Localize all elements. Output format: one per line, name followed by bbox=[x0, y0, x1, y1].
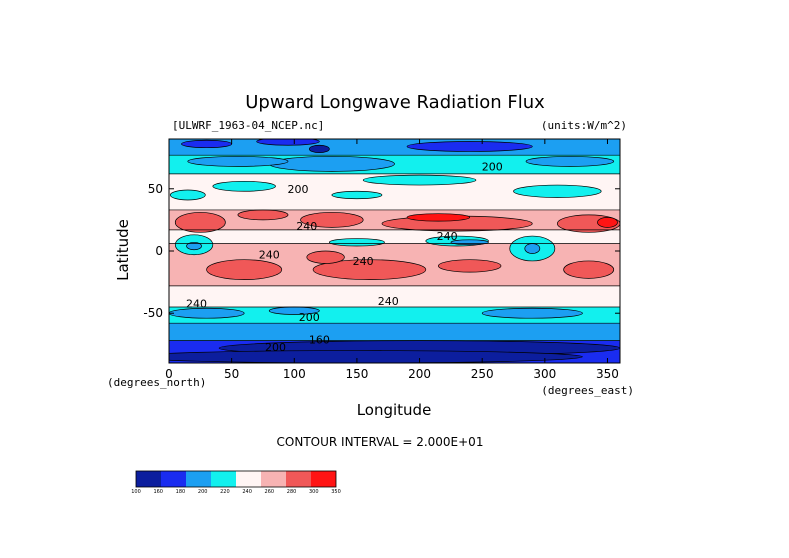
colorbar-tick-label: 300 bbox=[309, 489, 319, 495]
colorbar-swatch bbox=[236, 471, 261, 487]
colorbar-swatch bbox=[286, 471, 311, 487]
band bbox=[169, 229, 620, 244]
contour-region bbox=[306, 250, 345, 264]
colorbar-swatch bbox=[161, 471, 186, 487]
contour-interval: CONTOUR INTERVAL = 2.000E+01 bbox=[277, 435, 484, 449]
contour-region bbox=[169, 307, 245, 319]
contour-region bbox=[312, 259, 427, 280]
contour-region bbox=[206, 259, 283, 280]
contour-label: 240 bbox=[378, 295, 399, 308]
colorbar-swatch bbox=[311, 471, 336, 487]
contour-label: 200 bbox=[299, 311, 320, 324]
colorbar-tick-label: 200 bbox=[198, 489, 208, 495]
colorbar-tick-label: 280 bbox=[287, 489, 297, 495]
band bbox=[169, 139, 620, 156]
contour-region bbox=[212, 180, 276, 192]
contour-region bbox=[362, 174, 477, 186]
contour-region bbox=[237, 209, 289, 221]
x-axis-label: Longitude bbox=[357, 401, 432, 419]
contour-region bbox=[563, 260, 615, 279]
contour-region bbox=[329, 238, 385, 247]
x-tick-label: 300 bbox=[533, 367, 556, 381]
y-tick-label: -50 bbox=[143, 306, 163, 320]
units-label: (units:W/m^2) bbox=[541, 119, 627, 132]
y-axis-label: Latitude bbox=[114, 219, 132, 281]
contour-fill bbox=[169, 139, 620, 363]
contour-region bbox=[181, 139, 232, 149]
x-tick-label: 150 bbox=[345, 367, 368, 381]
contour-label: 240 bbox=[437, 230, 458, 243]
contour-region bbox=[406, 141, 533, 152]
band bbox=[169, 285, 620, 307]
colorbar-swatch bbox=[136, 471, 161, 487]
colorbar-tick-label: 180 bbox=[176, 489, 186, 495]
contour-region bbox=[597, 217, 618, 228]
contour-label: 240 bbox=[186, 297, 207, 310]
x-tick-label: 250 bbox=[471, 367, 494, 381]
colorbar: 100 160 180 200 220 240 260 280 300 350 bbox=[131, 470, 341, 495]
colorbar-frame bbox=[135, 470, 337, 488]
y-tick-label: 0 bbox=[155, 244, 163, 258]
contour-label: 200 bbox=[288, 183, 309, 196]
contour-label: 200 bbox=[265, 341, 286, 354]
contour-label: 240 bbox=[259, 249, 280, 262]
contour-label: 200 bbox=[482, 160, 503, 173]
contour-region bbox=[187, 156, 289, 167]
contour-region bbox=[481, 307, 583, 319]
contour-region bbox=[406, 213, 471, 222]
dataset-label: [ULWRF_1963-04_NCEP.nc] bbox=[172, 119, 324, 132]
colorbar-tick-label: 220 bbox=[220, 489, 230, 495]
colorbar-swatch bbox=[186, 471, 211, 487]
contour-label: 240 bbox=[353, 255, 374, 268]
contour-region bbox=[169, 189, 206, 201]
contour-region bbox=[186, 241, 202, 251]
x-tick-label: 350 bbox=[596, 367, 619, 381]
x-tick-label: 50 bbox=[224, 367, 239, 381]
contour-region bbox=[331, 190, 383, 200]
contour-region bbox=[525, 156, 615, 167]
y-tick-label: 50 bbox=[148, 182, 163, 196]
contour-region bbox=[268, 156, 395, 172]
x-tick-label: 0 bbox=[165, 367, 173, 381]
x-tick-label: 100 bbox=[283, 367, 306, 381]
contour-label: 240 bbox=[296, 220, 317, 233]
contour-region bbox=[513, 184, 602, 198]
x-tick-label: 200 bbox=[408, 367, 431, 381]
contour-region bbox=[174, 212, 226, 233]
contour-region bbox=[308, 144, 330, 154]
colorbar-tick-label: 260 bbox=[265, 489, 275, 495]
colorbar-tick-label: 100 bbox=[131, 489, 141, 495]
chart-title: Upward Longwave Radiation Flux bbox=[245, 92, 545, 113]
colorbar-tick-label: 350 bbox=[331, 489, 341, 495]
colorbar-tick-label: 160 bbox=[153, 489, 163, 495]
contour-region bbox=[300, 212, 364, 228]
band bbox=[169, 323, 620, 341]
contour-region bbox=[437, 259, 502, 273]
contour-label: 160 bbox=[309, 333, 330, 346]
plot-area: 200 200 240 240 240 240 240 240 200 160 200 0 50 100 1… bbox=[143, 138, 621, 381]
colorbar-tick-label: 240 bbox=[242, 489, 252, 495]
y-unit-label: (degrees_north) bbox=[107, 376, 206, 389]
contour-region bbox=[524, 243, 541, 254]
colorbar-swatch bbox=[261, 471, 286, 487]
contour-region bbox=[256, 139, 320, 146]
x-unit-label: (degrees_east) bbox=[541, 384, 634, 397]
colorbar-swatch bbox=[211, 471, 236, 487]
